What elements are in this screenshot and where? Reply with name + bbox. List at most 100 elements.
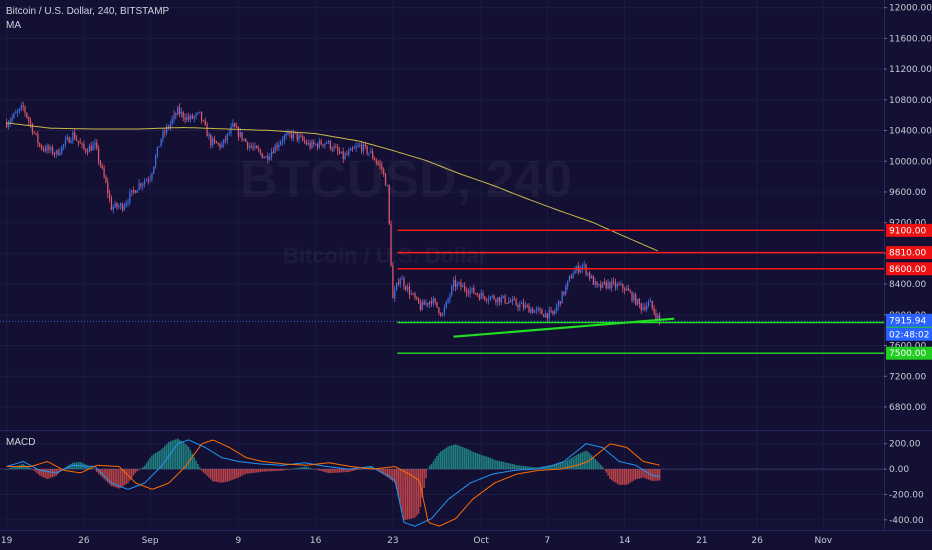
macd-histogram-bar	[29, 467, 32, 470]
candle-body	[506, 302, 508, 304]
macd-histogram-bar	[94, 469, 96, 470]
candle-body	[90, 146, 92, 151]
macd-histogram-bar	[598, 462, 600, 470]
candle-body	[346, 154, 348, 156]
macd-histogram-bar	[215, 469, 218, 482]
macd-histogram-bar	[408, 469, 411, 520]
macd-histogram-bar	[232, 469, 234, 480]
candle-body	[20, 105, 22, 109]
candle-body	[430, 301, 433, 304]
candle-body	[134, 190, 137, 193]
macd-histogram-bar	[213, 469, 216, 482]
macd-histogram-bar	[526, 466, 528, 470]
candle-body	[530, 309, 532, 313]
candle-body	[403, 278, 405, 287]
candle-body	[265, 156, 267, 158]
candle-body	[318, 140, 320, 148]
macd-histogram-bar	[445, 447, 447, 470]
candle-body	[59, 152, 61, 156]
macd-histogram-bar	[590, 455, 593, 470]
macd-histogram-bar	[379, 469, 381, 473]
candle-body	[188, 116, 190, 120]
candle-body	[427, 302, 429, 305]
macd-histogram-bar	[386, 469, 389, 478]
time-tick-label: Sep	[142, 536, 159, 546]
macd-histogram-bar	[414, 469, 416, 518]
candle-body	[436, 301, 438, 308]
macd-histogram-bar	[86, 465, 89, 470]
macd-histogram-bar	[349, 469, 352, 472]
candle-body	[559, 301, 561, 304]
macd-histogram-bar	[329, 469, 332, 474]
candle-body	[386, 185, 389, 187]
candle-body	[465, 289, 468, 293]
macd-histogram-bar	[316, 469, 319, 470]
candle-body	[121, 203, 124, 210]
candle-body	[484, 296, 486, 300]
indicator-label-macd[interactable]: MACD	[6, 437, 36, 448]
macd-histogram-bar	[195, 460, 197, 470]
candle-body	[658, 315, 661, 322]
macd-histogram-bar	[484, 456, 486, 470]
candle-body	[219, 143, 221, 148]
macd-histogram-bar	[42, 469, 45, 478]
macd-histogram-bar	[496, 460, 499, 470]
candle-body	[51, 147, 54, 154]
macd-histogram-bar	[162, 447, 164, 470]
macd-histogram-bar	[265, 469, 267, 472]
candle-body	[48, 146, 50, 151]
macd-histogram-bar	[570, 457, 573, 470]
candle-body	[291, 133, 293, 138]
macd-histogram-bar	[114, 469, 116, 488]
macd-histogram-bar	[469, 450, 471, 470]
candle-body	[33, 132, 35, 134]
candle-body	[353, 148, 355, 150]
macd-histogram-bar	[495, 460, 497, 470]
candle-body	[541, 309, 543, 315]
candle-body	[208, 134, 210, 137]
macd-histogram-bar	[392, 469, 394, 482]
candle-body	[86, 151, 89, 153]
candle-body	[280, 141, 282, 145]
macd-histogram-bar	[491, 458, 493, 470]
candle-body	[543, 314, 545, 318]
macd-histogram-bar	[581, 452, 584, 470]
macd-histogram-bar	[636, 469, 639, 479]
candle-body	[322, 144, 324, 146]
macd-histogram-bar	[324, 469, 326, 473]
candle-body	[302, 136, 304, 141]
candle-body	[252, 147, 254, 149]
macd-histogram-bar	[565, 461, 567, 470]
candle-body	[423, 301, 425, 305]
candle-body	[333, 146, 335, 150]
macd-histogram-bar	[544, 466, 547, 470]
macd-histogram-bar	[51, 469, 54, 478]
candle-body	[565, 286, 567, 295]
macd-histogram-bar	[579, 453, 582, 470]
macd-histogram-bar	[235, 469, 238, 479]
candle-body	[647, 302, 650, 306]
macd-histogram-bar	[44, 469, 46, 479]
candle-body	[17, 111, 19, 113]
candle-body	[120, 203, 122, 207]
macd-histogram-bar	[105, 469, 107, 481]
price-tick-label: 12000.00	[889, 4, 932, 14]
chart-title[interactable]: Bitcoin / U.S. Dollar, 240, BITSTAMP	[6, 6, 170, 17]
candle-body	[68, 137, 70, 143]
macd-histogram-bar	[211, 469, 214, 482]
candle-body	[243, 138, 245, 140]
candle-body	[326, 142, 328, 144]
candle-body	[644, 307, 646, 310]
candle-body	[653, 308, 655, 314]
candle-body	[590, 276, 593, 279]
candle-body	[210, 134, 212, 146]
macd-histogram-bar	[16, 465, 19, 470]
macd-histogram-bar	[283, 469, 286, 471]
macd-histogram-bar	[62, 468, 65, 470]
macd-histogram-bar	[187, 446, 190, 470]
macd-histogram-bar	[530, 466, 532, 470]
indicator-label-ma[interactable]: MA	[6, 20, 21, 31]
candle-body	[524, 305, 526, 308]
candle-body	[636, 299, 639, 305]
